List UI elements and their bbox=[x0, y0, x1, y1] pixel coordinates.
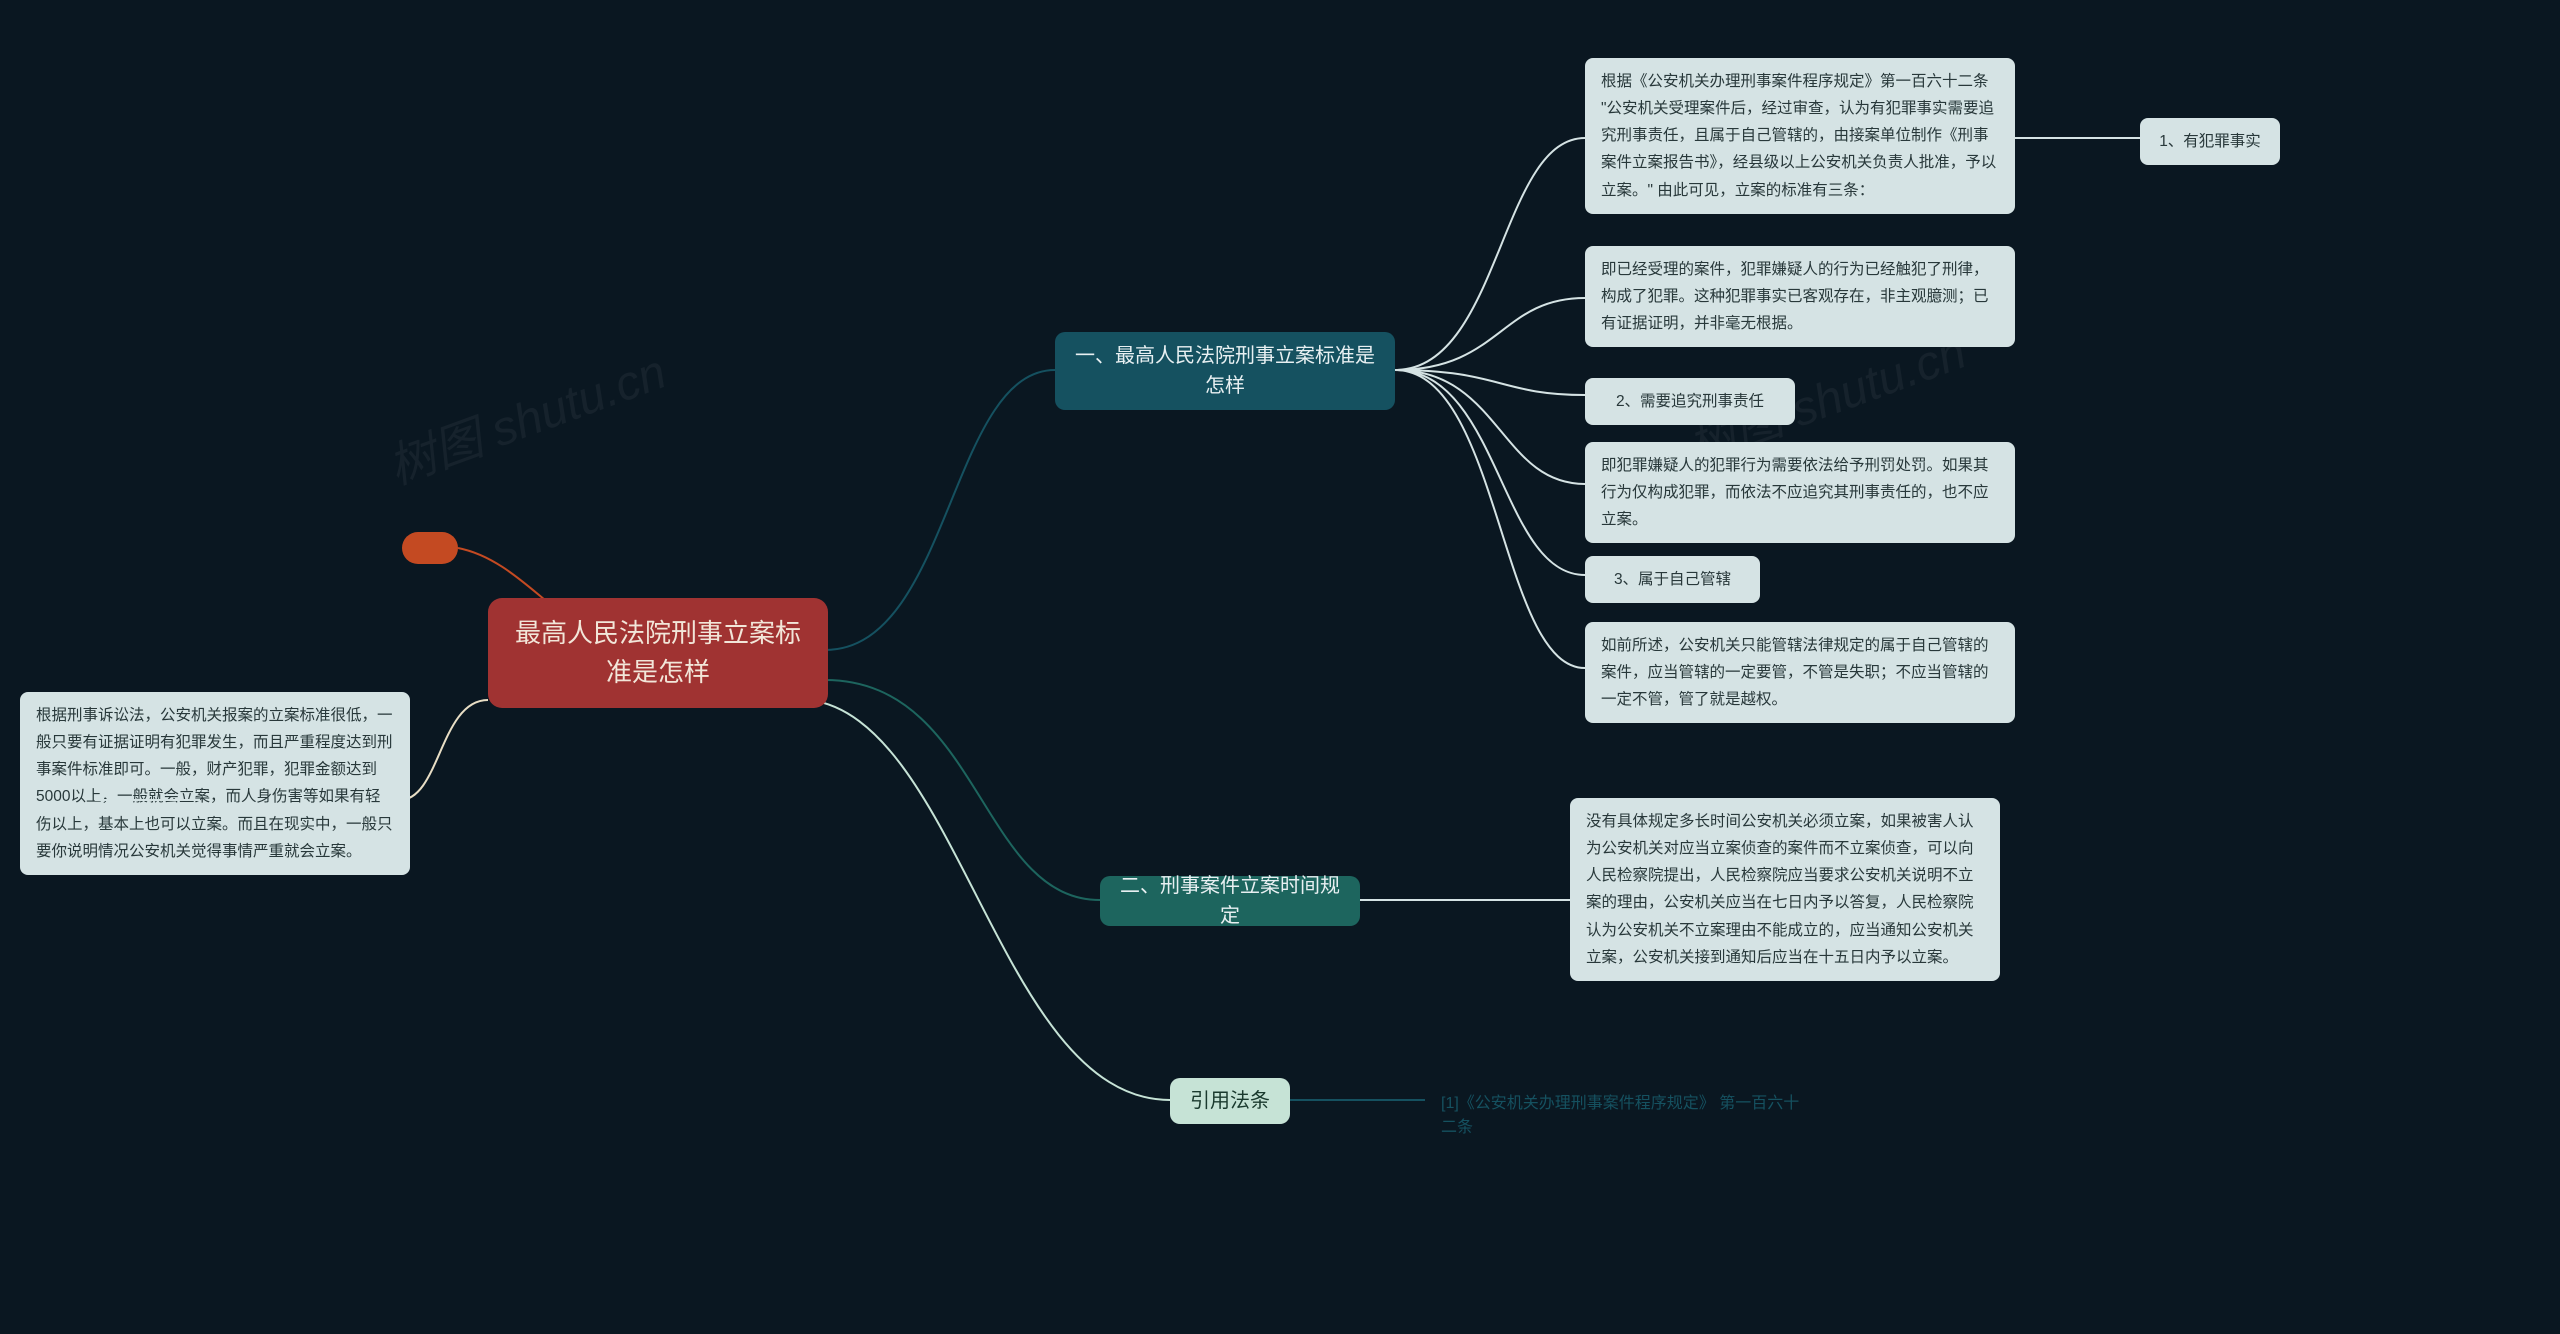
branch-3-label: 引用法条 bbox=[1190, 1086, 1270, 1116]
b3-leaf-0-text: [1]《公安机关办理刑事案件程序规定》 第一百六十二条 bbox=[1441, 1092, 1804, 1140]
b1-leaf-1-text: 即已经受理的案件，犯罪嫌疑人的行为已经触犯了刑律，构成了犯罪。这种犯罪事实已客观… bbox=[1601, 256, 1999, 337]
b2-leaf-0-text: 没有具体规定多长时间公安机关必须立案，如果被害人认为公安机关对应当立案侦查的案件… bbox=[1586, 808, 1984, 971]
b1-leaf-3-text: 即犯罪嫌疑人的犯罪行为需要依法给予刑罚处罚。如果其行为仅构成犯罪，而依法不应追究… bbox=[1601, 452, 1999, 533]
b1-leaf-0-text: 根据《公安机关办理刑事案件程序规定》第一百六十二条 "公安机关受理案件后，经过审… bbox=[1601, 68, 1999, 204]
b1-leaf-5-text: 如前所述，公安机关只能管辖法律规定的属于自己管辖的案件，应当管辖的一定要管，不管… bbox=[1601, 632, 1999, 713]
b1-leaf-4[interactable]: 3、属于自己管辖 bbox=[1585, 556, 1760, 603]
branch-1[interactable]: 一、最高人民法院刑事立案标准是怎样 bbox=[1055, 332, 1395, 410]
watermark-1: 树图 shutu.cn bbox=[377, 332, 674, 497]
root-node[interactable]: 最高人民法院刑事立案标准是怎样 bbox=[488, 598, 828, 708]
branch-2-label: 二、刑事案件立案时间规定 bbox=[1116, 871, 1344, 931]
b3-leaf-0[interactable]: [1]《公安机关办理刑事案件程序规定》 第一百六十二条 bbox=[1425, 1082, 1820, 1150]
b1-leaf-2[interactable]: 2、需要追究刑事责任 bbox=[1585, 378, 1795, 425]
b1-leaf-2-text: 2、需要追究刑事责任 bbox=[1616, 388, 1764, 415]
b4-leaf-0[interactable]: 根据刑事诉讼法，公安机关报案的立案标准很低，一般只要有证据证明有犯罪发生，而且严… bbox=[20, 692, 410, 875]
b1-leaf-4-text: 3、属于自己管辖 bbox=[1614, 566, 1731, 593]
b1-leaf-5[interactable]: 如前所述，公安机关只能管辖法律规定的属于自己管辖的案件，应当管辖的一定要管，不管… bbox=[1585, 622, 2015, 723]
branch-3[interactable]: 引用法条 bbox=[1170, 1078, 1290, 1124]
b1-leaf-0-tag[interactable]: 1、有犯罪事实 bbox=[2140, 118, 2280, 165]
root-label: 最高人民法院刑事立案标准是怎样 bbox=[506, 614, 810, 692]
b1-leaf-1[interactable]: 即已经受理的案件，犯罪嫌疑人的行为已经触犯了刑律，构成了犯罪。这种犯罪事实已客观… bbox=[1585, 246, 2015, 347]
b1-leaf-0[interactable]: 根据《公安机关办理刑事案件程序规定》第一百六十二条 "公安机关受理案件后，经过审… bbox=[1585, 58, 2015, 214]
b1-leaf-0-tag-text: 1、有犯罪事实 bbox=[2159, 128, 2261, 155]
b2-leaf-0[interactable]: 没有具体规定多长时间公安机关必须立案，如果被害人认为公安机关对应当立案侦查的案件… bbox=[1570, 798, 2000, 981]
branch-1-label: 一、最高人民法院刑事立案标准是怎样 bbox=[1071, 341, 1379, 401]
branch-2[interactable]: 二、刑事案件立案时间规定 bbox=[1100, 876, 1360, 926]
b1-leaf-3[interactable]: 即犯罪嫌疑人的犯罪行为需要依法给予刑罚处罚。如果其行为仅构成犯罪，而依法不应追究… bbox=[1585, 442, 2015, 543]
connector-b4-fix bbox=[0, 0, 2560, 1334]
decor-dot bbox=[402, 532, 458, 564]
connectors bbox=[0, 0, 2560, 1334]
b4-leaf-0-text: 根据刑事诉讼法，公安机关报案的立案标准很低，一般只要有证据证明有犯罪发生，而且严… bbox=[36, 702, 394, 865]
